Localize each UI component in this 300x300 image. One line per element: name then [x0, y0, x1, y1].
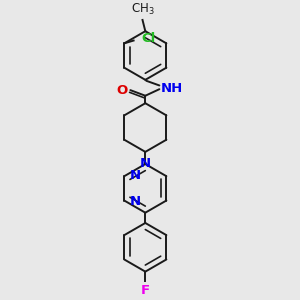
- Text: N: N: [140, 158, 151, 170]
- Text: N: N: [130, 195, 141, 208]
- Text: CH$_3$: CH$_3$: [131, 2, 154, 17]
- Text: O: O: [116, 84, 128, 97]
- Text: F: F: [141, 284, 150, 297]
- Text: NH: NH: [160, 82, 182, 95]
- Text: Cl: Cl: [141, 32, 155, 45]
- Text: N: N: [130, 169, 141, 182]
